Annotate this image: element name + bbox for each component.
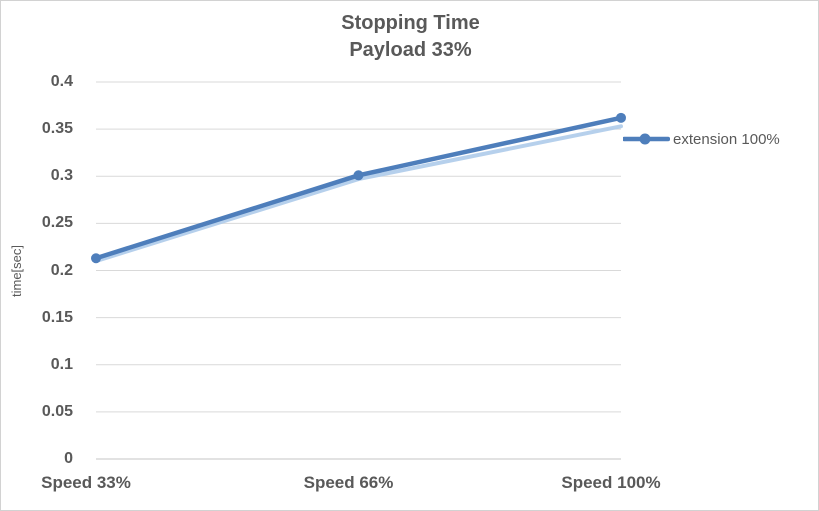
chart-title: Stopping Time Payload 33% [1,10,818,64]
underlay-line [94,124,623,264]
y-tick-label: 0.2 [50,261,73,279]
legend[interactable]: extension 100% [623,129,780,149]
x-tick-label: Speed 100% [561,473,661,492]
y-tick-label: 0.1 [50,355,73,373]
legend-label: extension 100% [673,130,780,148]
y-tick-label: 0.25 [41,214,73,232]
y-tick-label: 0.4 [50,73,73,90]
chart-title-line1: Stopping Time [341,12,480,34]
legend-line-marker-icon [623,133,670,145]
data-point-marker[interactable] [616,112,626,123]
y-tick-label: 0.3 [50,167,73,185]
data-point-marker[interactable] [91,253,101,264]
y-tick-label: 0.15 [41,308,73,326]
y-tick-label: 0.35 [41,120,73,138]
x-tick-label: Speed 33% [41,473,131,492]
data-point-marker[interactable] [353,170,364,181]
y-tick-label: 0.05 [41,402,73,420]
x-tick-label: Speed 66% [303,473,394,492]
y-tick-label: 0 [64,450,73,467]
chart-title-line2: Payload 33% [349,39,472,61]
